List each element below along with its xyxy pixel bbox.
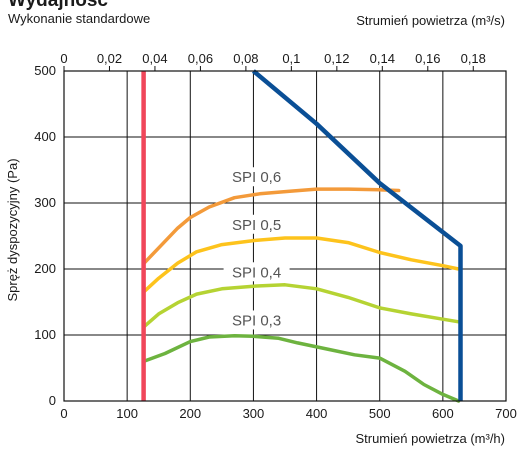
- top-tick-label: 0,04: [142, 51, 167, 66]
- top-tick-label: 0,1: [282, 51, 300, 66]
- top-tick-label: 0,08: [233, 51, 258, 66]
- series-label-3: SPI 0,3: [232, 312, 281, 329]
- series-label-1: SPI 0,5: [232, 217, 281, 234]
- top-tick-label: 0,16: [415, 51, 440, 66]
- series-label-bg: [223, 262, 290, 282]
- top-tick-label: 0,18: [461, 51, 486, 66]
- plot-border: [63, 70, 507, 402]
- y-tick-label: 0: [49, 393, 56, 408]
- tick-labels: 0 100 200 300 400 500 600 700 0 100 200 300 400 500 0 0…: [34, 51, 517, 421]
- chart-subtitle: Wykonanie standardowe: [8, 11, 151, 26]
- y-tick-label: 500: [34, 63, 56, 78]
- x-tick-label: 400: [306, 406, 328, 421]
- top-tick-label: 0,02: [97, 51, 122, 66]
- x-tick-label: 600: [432, 406, 454, 421]
- top-tick-label: 0,06: [188, 51, 213, 66]
- top-tick-label: 0,14: [370, 51, 395, 66]
- top-tick-label: 0,12: [324, 51, 349, 66]
- series-labels: SPI 0,6 SPI 0,5 SPI 0,4 SPI 0,3: [223, 167, 290, 330]
- series-label-2: SPI 0,4: [232, 264, 281, 281]
- chart-title: Wydajność: [8, 0, 108, 11]
- y-tick-label: 100: [34, 327, 56, 342]
- series-label-0: SPI 0,6: [232, 169, 281, 186]
- y-tick-label: 400: [34, 129, 56, 144]
- top-axis-label: Strumień powietrza (m³/s): [356, 13, 505, 28]
- series-layer: [141, 69, 463, 403]
- x-tick-label: 0: [60, 406, 67, 421]
- y-tick-label: 200: [34, 261, 56, 276]
- x-axis-label: Strumień powietrza (m³/h): [355, 431, 505, 446]
- series-line-3: [141, 333, 461, 403]
- series-line-0: [141, 187, 401, 266]
- series-line-2: [141, 283, 461, 329]
- plot-frame: [63, 66, 507, 402]
- x-tick-label: 500: [369, 406, 391, 421]
- series-label-bg: [223, 310, 290, 330]
- x-tick-label: 700: [495, 406, 517, 421]
- x-tick-label: 300: [243, 406, 265, 421]
- grid: [64, 71, 506, 401]
- x-tick-label: 100: [116, 406, 138, 421]
- top-tick-label: 0: [60, 51, 67, 66]
- series-label-bg: [223, 214, 290, 234]
- x-tick-label: 200: [179, 406, 201, 421]
- series-label-bg: [223, 167, 290, 187]
- y-tick-label: 300: [34, 195, 56, 210]
- boundary-line-5: [251, 69, 463, 401]
- series-line-1: [141, 236, 461, 294]
